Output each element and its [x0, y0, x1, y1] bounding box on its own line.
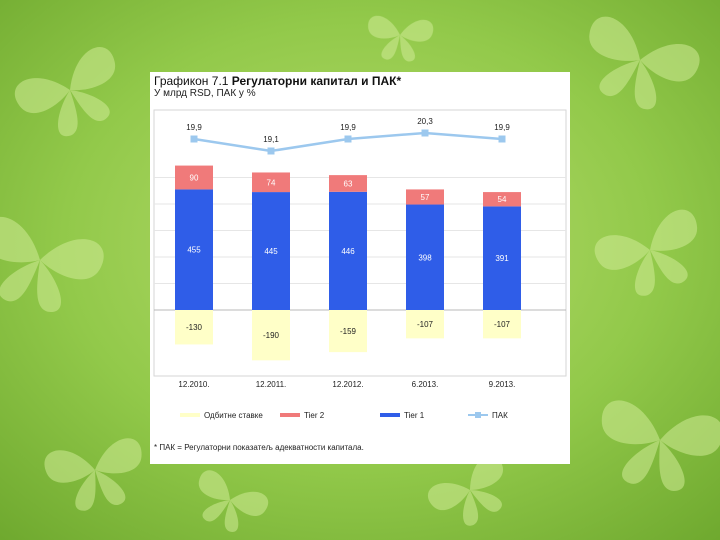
- legend-label: Tier 2: [304, 411, 325, 420]
- bar-tier2: [406, 189, 444, 205]
- label-tier2: 74: [267, 178, 276, 187]
- bar-tier2: [329, 175, 367, 192]
- legend-swatch: [280, 413, 300, 417]
- label-tier2: 54: [498, 195, 507, 204]
- bar-deductions: [329, 310, 367, 353]
- pak-marker: [421, 129, 429, 137]
- legend: Одбитне ставке Tier 2 Tier 1 ПАК: [180, 411, 508, 420]
- label-pak: 19,9: [494, 123, 510, 132]
- bars: [175, 165, 521, 361]
- label-deductions: -107: [494, 320, 511, 329]
- legend-marker: [475, 412, 481, 418]
- label-pak: 19,9: [340, 123, 356, 132]
- label-pak: 19,1: [263, 135, 279, 144]
- pak-marker: [267, 147, 275, 155]
- chart-svg: 19,919,119,920,319,9 45590-13044574-1904…: [153, 109, 567, 420]
- legend-label: Tier 1: [404, 411, 425, 420]
- label-deductions: -190: [263, 331, 280, 340]
- chart-title-prefix: Графикон 7.1: [154, 74, 229, 88]
- x-tick-label: 6.2013.: [412, 380, 439, 389]
- label-tier2: 63: [344, 179, 353, 188]
- bar-tier2: [175, 165, 213, 190]
- label-tier1: 455: [187, 246, 201, 255]
- bar-tier1: [483, 206, 521, 310]
- bar-deductions: [252, 310, 290, 361]
- label-tier1: 445: [264, 247, 278, 256]
- label-pak: 20,3: [417, 117, 433, 126]
- label-deductions: -159: [340, 327, 357, 336]
- pak-marker: [498, 135, 506, 143]
- bar-deductions: [406, 310, 444, 339]
- bar-deductions: [483, 310, 521, 339]
- legend-swatch: [380, 413, 400, 417]
- x-tick-label: 9.2013.: [489, 380, 516, 389]
- chart-card: 19,9 19,1 19,9 20,3 19,9 455 90 -130 445 74 -190 4…: [150, 72, 570, 464]
- chart-footnote: * ПАК = Регулаторни показатељ адекватнос…: [154, 443, 364, 452]
- x-tick-label: 12.2012.: [332, 380, 363, 389]
- pak-marker: [344, 135, 352, 143]
- bar-tier1: [175, 189, 213, 310]
- label-tier2: 90: [190, 174, 199, 183]
- label-tier2: 57: [421, 193, 430, 202]
- legend-label: Одбитне ставке: [204, 411, 263, 420]
- x-tick-label: 12.2010.: [178, 380, 209, 389]
- chart-subtitle: У млрд RSD, ПАК у %: [154, 88, 256, 99]
- x-axis-ticks: 12.2010. 12.2011. 12.2012. 6.2013. 9.2013.: [178, 380, 515, 389]
- data-labels: 455 90 -130 445 74 -190 446 63 -159 398 57 -107 391 5…: [186, 174, 511, 341]
- bar-deductions: [175, 310, 213, 345]
- bar-tier1: [252, 192, 290, 310]
- legend-label: ПАК: [492, 411, 508, 420]
- label-deductions: -107: [417, 320, 434, 329]
- bar-tier1: [406, 204, 444, 310]
- pak-line: 19,9 19,1 19,9 20,3 19,9: [186, 117, 510, 155]
- bar-tier2: [483, 192, 521, 207]
- label-deductions: -130: [186, 323, 203, 332]
- label-tier1: 391: [495, 254, 509, 263]
- legend-swatch: [180, 413, 200, 417]
- bar-tier1: [329, 191, 367, 310]
- x-tick-label: 12.2011.: [256, 380, 287, 389]
- bar-tier2: [252, 172, 290, 193]
- label-pak: 19,9: [186, 123, 202, 132]
- label-tier1: 398: [418, 253, 432, 262]
- label-tier1: 446: [341, 247, 355, 256]
- pak-marker: [190, 135, 198, 143]
- chart-title-main: Регулаторни капитал и ПАК*: [231, 74, 402, 88]
- chart-title: Графикон 7.1 Регулаторни капитал и ПАК*: [154, 74, 401, 88]
